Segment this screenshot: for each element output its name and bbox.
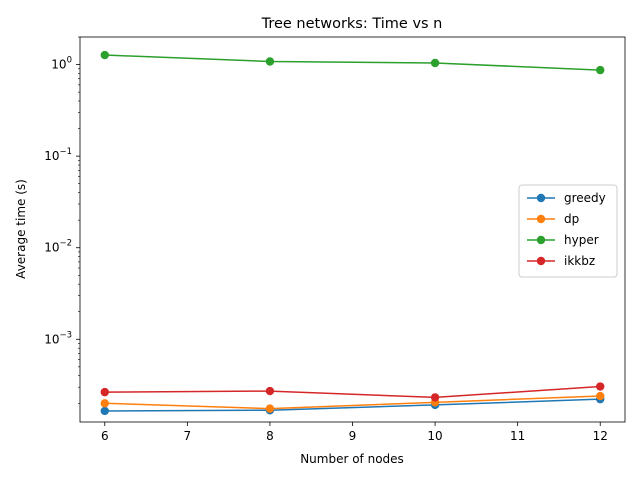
y-tick-label: 10−2 [44,239,72,255]
legend: greedy dp hyper ikkbz [518,184,618,278]
x-axis: 6 7 8 9 10 11 12 [101,422,608,443]
y-tick-label: 100 [51,56,72,72]
data-point-dp [596,391,605,401]
legend-label-dp: dp [564,212,579,226]
x-tick-label: 9 [349,429,357,443]
legend-label-hyper: hyper [564,233,599,247]
data-point-ikkbz [100,387,109,397]
chart-title: Tree networks: Time vs n [261,16,443,32]
legend-marker-hyper [536,235,546,245]
series-line-ikkbz [104,385,601,399]
data-point-dp [100,399,109,408]
series-line-hyper [104,54,601,71]
legend-marker-ikkbz [536,256,546,266]
data-point-hyper [596,65,605,75]
y-tick-label: 10−3 [44,330,72,346]
x-tick-label: 11 [510,429,525,443]
x-tick-label: 7 [184,429,192,443]
x-tick-label: 6 [101,429,109,443]
y-tick-label: 10−1 [44,147,72,163]
y-axis-label: Average time (s) [14,179,28,279]
x-tick-label: 8 [266,429,274,443]
data-point-ikkbz [265,386,275,396]
data-point-ikkbz [430,393,440,402]
legend-marker-dp [536,214,546,224]
y-axis: 10−3 10−2 10−1 100 [44,36,80,404]
legend-label-ikkbz: ikkbz [564,254,595,268]
x-axis-label: Number of nodes [300,452,404,466]
data-point-hyper [265,57,275,66]
data-point-hyper [100,50,109,60]
legend-marker-greedy [536,193,546,203]
legend-label-greedy: greedy [564,191,606,205]
data-point-greedy [100,406,109,416]
series-line-greedy [104,398,601,412]
series-line-dp [104,395,601,410]
x-tick-label: 10 [427,429,442,443]
plot-area [79,36,626,423]
data-point-hyper [430,58,440,68]
legend-box [518,184,618,278]
data-point-dp [265,404,275,413]
x-tick-label: 12 [593,429,608,443]
data-point-ikkbz [596,382,605,391]
